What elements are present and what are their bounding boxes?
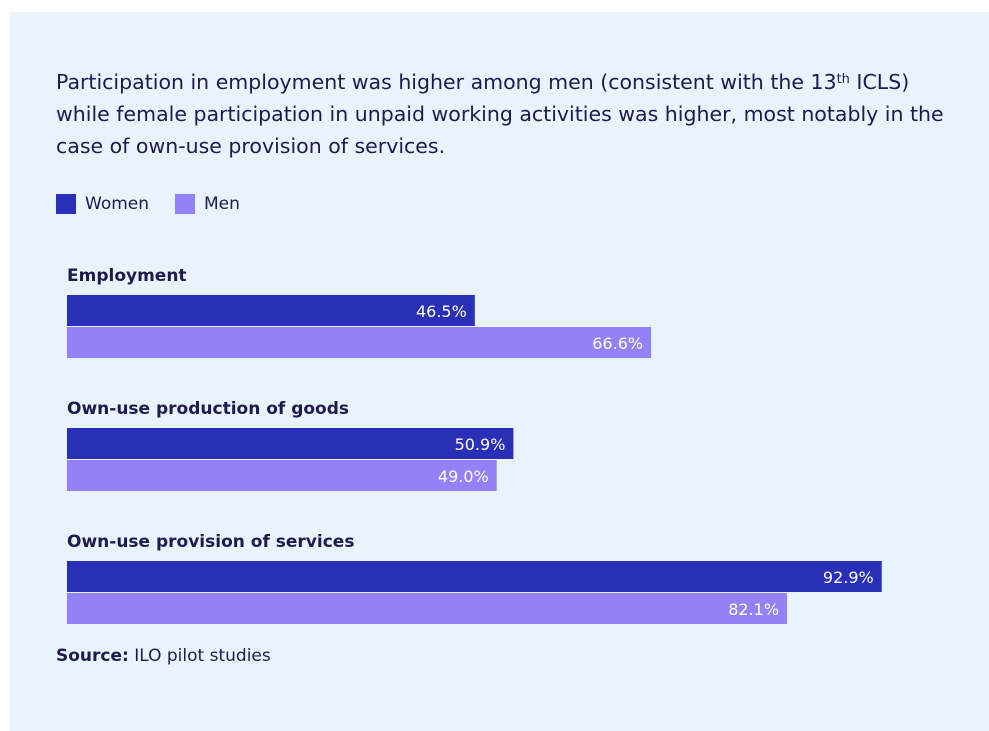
bar-men	[67, 593, 788, 624]
category-label: Employment	[67, 266, 187, 286]
data-label-women: 50.9%	[455, 435, 506, 454]
data-label-men: 49.0%	[438, 467, 489, 486]
legend: Women Men	[56, 192, 266, 216]
title-text-end: ICLS) while female participation in unpa…	[56, 70, 944, 158]
data-label-men: 82.1%	[728, 600, 779, 619]
legend-item-men: Men	[175, 194, 240, 214]
source-text: ILO pilot studies	[128, 646, 271, 666]
legend-label-men: Men	[204, 194, 240, 214]
category-label: Own-use production of goods	[67, 399, 349, 419]
title-text-start: Participation in employment was higher a…	[56, 70, 837, 94]
bar-women	[67, 428, 514, 459]
data-label-women: 92.9%	[823, 568, 874, 587]
legend-swatch-men	[175, 194, 196, 214]
chart-title: Participation in employment was higher a…	[56, 66, 946, 162]
data-label-men: 66.6%	[592, 334, 643, 353]
data-label-women: 46.5%	[416, 302, 467, 321]
category-label: Own-use provision of services	[67, 532, 354, 552]
legend-item-women: Women	[56, 194, 149, 214]
legend-swatch-women	[56, 194, 76, 214]
source-note: Source: ILO pilot studies	[56, 646, 271, 666]
legend-label-women: Women	[85, 194, 150, 214]
bar-women	[67, 295, 475, 326]
bar-men	[67, 327, 652, 358]
bar-women	[67, 561, 882, 592]
title-superscript: th	[836, 72, 850, 87]
bar-men	[67, 460, 497, 491]
source-label: Source:	[56, 646, 129, 666]
